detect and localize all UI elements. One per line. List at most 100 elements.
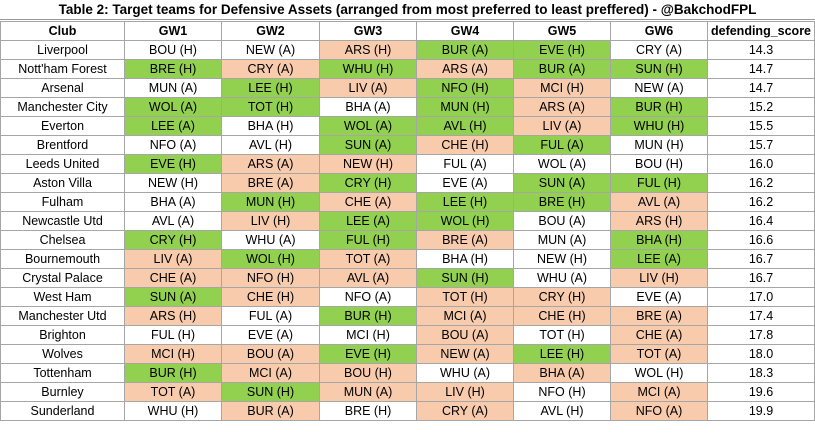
defending-score-cell: 16.0 bbox=[707, 154, 815, 174]
defending-score-cell: 14.3 bbox=[707, 40, 815, 60]
fixture-cell: BOU (H) bbox=[610, 154, 708, 174]
club-cell: Liverpool bbox=[0, 40, 125, 60]
fixture-cell: BUR (A) bbox=[513, 59, 611, 79]
fixture-cell: MCI (H) bbox=[513, 78, 611, 98]
club-cell: Fulham bbox=[0, 192, 125, 212]
fixture-cell: WOL (A) bbox=[124, 97, 222, 117]
fixture-cell: EVE (A) bbox=[610, 287, 708, 307]
club-cell: Nott'ham Forest bbox=[0, 59, 125, 79]
fixture-cell: LIV (A) bbox=[319, 78, 417, 98]
club-cell: West Ham bbox=[0, 287, 125, 307]
fixture-cell: EVE (H) bbox=[319, 344, 417, 364]
club-cell: Newcastle Utd bbox=[0, 211, 125, 231]
defending-score-cell: 17.8 bbox=[707, 325, 815, 345]
fixture-cell: FUL (A) bbox=[221, 306, 320, 326]
column-header: GW1 bbox=[124, 21, 222, 41]
fixture-cell: MUN (A) bbox=[124, 78, 222, 98]
fixture-cell: BRE (A) bbox=[221, 173, 320, 193]
fixture-cell: ARS (A) bbox=[221, 154, 320, 174]
fixture-cell: FUL (A) bbox=[416, 154, 514, 174]
table-row: Manchester City WOL (A) TOT (H) BHA (A) MUN … bbox=[0, 97, 815, 117]
fixture-cell: NFO (A) bbox=[319, 287, 417, 307]
fixture-cell: CHE (A) bbox=[124, 268, 222, 288]
club-cell: Arsenal bbox=[0, 78, 125, 98]
fixture-cell: NEW (A) bbox=[610, 78, 708, 98]
fixture-cell: SUN (A) bbox=[124, 287, 222, 307]
fixture-cell: MUN (H) bbox=[416, 97, 514, 117]
defending-score-cell: 16.6 bbox=[707, 230, 815, 250]
club-cell: Aston Villa bbox=[0, 173, 125, 193]
fixture-cell: NEW (A) bbox=[221, 40, 320, 60]
defending-score-cell: 14.7 bbox=[707, 59, 815, 79]
fixture-cell: BHA (A) bbox=[124, 192, 222, 212]
fixture-cell: LEE (H) bbox=[416, 192, 514, 212]
club-cell: Bournemouth bbox=[0, 249, 125, 269]
fixture-cell: TOT (H) bbox=[513, 325, 611, 345]
fixture-cell: CRY (A) bbox=[221, 59, 320, 79]
fixture-cell: TOT (A) bbox=[124, 382, 222, 402]
column-header: GW4 bbox=[416, 21, 514, 41]
table-body: Club GW1 GW2 GW3 GW4 GW5 GW6 defending_score Liv… bbox=[0, 21, 815, 421]
fixture-cell: WHU (A) bbox=[221, 230, 320, 250]
fixture-cell: BRE (H) bbox=[124, 59, 222, 79]
fixture-cell: NEW (H) bbox=[319, 154, 417, 174]
defending-score-cell: 16.7 bbox=[707, 249, 815, 269]
fixture-cell: ARS (H) bbox=[610, 211, 708, 231]
table-row: Wolves MCI (H) BOU (A) EVE (H) NEW (A) LEE (H… bbox=[0, 344, 815, 364]
club-cell: Manchester Utd bbox=[0, 306, 125, 326]
fixture-cell: ARS (A) bbox=[416, 59, 514, 79]
fixture-cell: WOL (A) bbox=[513, 154, 611, 174]
defending-score-cell: 15.2 bbox=[707, 97, 815, 117]
fixture-cell: TOT (H) bbox=[221, 97, 320, 117]
fixture-cell: AVL (H) bbox=[221, 135, 320, 155]
defending-score-cell: 16.2 bbox=[707, 173, 815, 193]
club-cell: Everton bbox=[0, 116, 125, 136]
fixture-cell: SUN (H) bbox=[221, 382, 320, 402]
fixture-cell: MCI (A) bbox=[610, 382, 708, 402]
fixture-cell: CRY (A) bbox=[610, 40, 708, 60]
fixture-cell: FUL (A) bbox=[513, 135, 611, 155]
fixture-cell: SUN (A) bbox=[513, 173, 611, 193]
fixture-cell: BOU (A) bbox=[221, 344, 320, 364]
fixture-cell: WOL (H) bbox=[416, 211, 514, 231]
table-row: Brentford NFO (A) AVL (H) SUN (A) CHE (H) FUL… bbox=[0, 135, 815, 155]
fixture-table: Club GW1 GW2 GW3 GW4 GW5 GW6 defending_score Liv… bbox=[0, 21, 815, 421]
defending-score-cell: 15.7 bbox=[707, 135, 815, 155]
fixture-cell: EVE (H) bbox=[124, 154, 222, 174]
club-cell: Leeds United bbox=[0, 154, 125, 174]
fixture-cell: EVE (H) bbox=[513, 40, 611, 60]
fixture-cell: LIV (H) bbox=[416, 382, 514, 402]
fixture-cell: NEW (A) bbox=[416, 344, 514, 364]
fixture-cell: FUL (H) bbox=[124, 325, 222, 345]
club-cell: Manchester City bbox=[0, 97, 125, 117]
fixture-cell: LIV (A) bbox=[124, 249, 222, 269]
defending-score-cell: 17.0 bbox=[707, 287, 815, 307]
club-cell: Wolves bbox=[0, 344, 125, 364]
club-cell: Brighton bbox=[0, 325, 125, 345]
fixture-cell: BOU (H) bbox=[124, 40, 222, 60]
fixture-cell: CHE (A) bbox=[319, 192, 417, 212]
fixture-cell: BHA (H) bbox=[416, 249, 514, 269]
table-row: Chelsea CRY (H) WHU (A) FUL (H) BRE (A) MUN (… bbox=[0, 230, 815, 250]
fixture-cell: WHU (H) bbox=[124, 401, 222, 421]
fixture-cell: EVE (A) bbox=[221, 325, 320, 345]
column-header: GW6 bbox=[610, 21, 708, 41]
table-row: Aston Villa NEW (H) BRE (A) CRY (H) EVE (A) S… bbox=[0, 173, 815, 193]
table-row: Burnley TOT (A) SUN (H) MUN (A) LIV (H) NFO (… bbox=[0, 382, 815, 402]
club-cell: Burnley bbox=[0, 382, 125, 402]
fixture-cell: LIV (H) bbox=[610, 268, 708, 288]
fixture-cell: LEE (A) bbox=[124, 116, 222, 136]
club-cell: Chelsea bbox=[0, 230, 125, 250]
fixture-cell: NFO (H) bbox=[416, 78, 514, 98]
column-header: GW3 bbox=[319, 21, 417, 41]
column-header: GW2 bbox=[221, 21, 320, 41]
defending-score-cell: 19.9 bbox=[707, 401, 815, 421]
fixture-cell: MUN (H) bbox=[221, 192, 320, 212]
fixture-cell: MUN (H) bbox=[610, 135, 708, 155]
header-row: Club GW1 GW2 GW3 GW4 GW5 GW6 defending_score bbox=[0, 21, 815, 41]
fixture-cell: BUR (H) bbox=[610, 97, 708, 117]
fixture-cell: CRY (A) bbox=[416, 401, 514, 421]
fixture-cell: BUR (A) bbox=[416, 40, 514, 60]
fixture-cell: BOU (A) bbox=[416, 325, 514, 345]
fixture-cell: MUN (A) bbox=[513, 230, 611, 250]
